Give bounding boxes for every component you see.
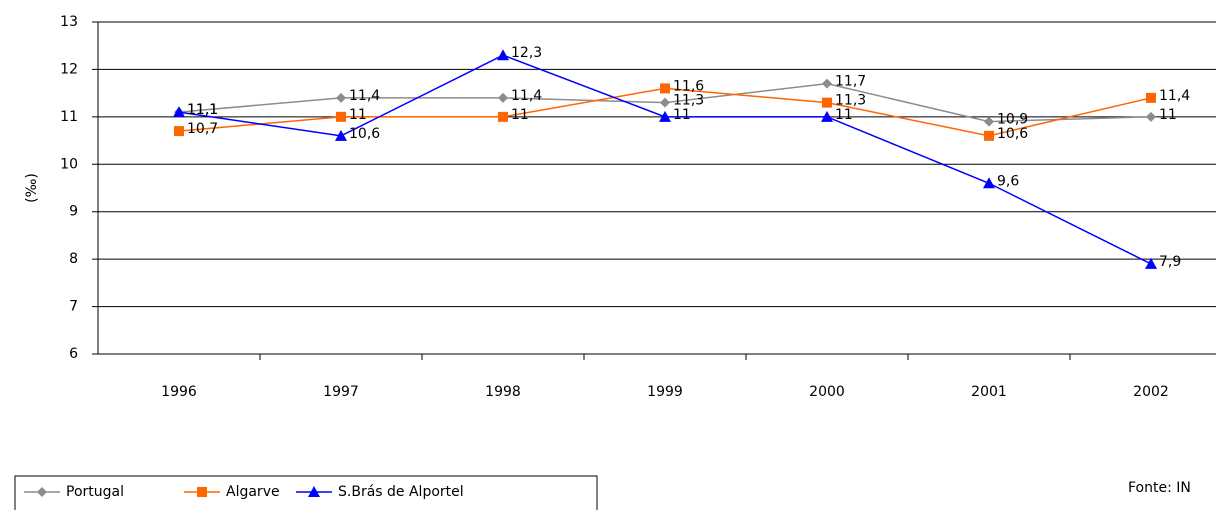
data-label: 11,4 <box>1159 88 1190 104</box>
data-label: 10,6 <box>349 126 380 142</box>
data-label: 10,7 <box>187 121 218 137</box>
data-label: 11,3 <box>835 93 866 109</box>
x-tick-label: 2002 <box>1133 384 1169 400</box>
y-tick-label: 7 <box>69 299 78 315</box>
legend-box <box>14 475 598 510</box>
point <box>173 106 185 118</box>
point <box>336 111 346 122</box>
point <box>1146 111 1156 122</box>
point <box>983 177 995 189</box>
point <box>984 116 994 127</box>
point <box>174 126 184 137</box>
point <box>197 487 207 497</box>
source-note: Fonte: IN <box>1128 480 1191 496</box>
x-tick-label: 1996 <box>161 384 197 400</box>
data-label: 11,6 <box>673 78 704 94</box>
data-label: 11,1 <box>187 102 218 118</box>
point <box>336 92 346 103</box>
data-label: 11,4 <box>349 88 380 104</box>
point <box>821 110 833 122</box>
y-tick-label: 6 <box>69 346 78 362</box>
legend-label: Algarve <box>226 484 280 500</box>
data-label: 11,3 <box>673 93 704 109</box>
legend-label: Portugal <box>66 484 124 500</box>
point <box>822 97 832 108</box>
point <box>660 97 670 108</box>
y-tick-label: 11 <box>60 109 78 125</box>
y-tick-label: 13 <box>60 14 78 30</box>
point <box>497 49 509 61</box>
data-label: 11,7 <box>835 74 866 90</box>
x-tick-label: 2000 <box>809 384 845 400</box>
point <box>308 486 320 497</box>
point <box>498 111 508 122</box>
point <box>660 83 670 94</box>
x-tick-label: 1998 <box>485 384 521 400</box>
data-label: 11,4 <box>511 88 542 104</box>
point <box>335 129 347 141</box>
data-label: 7,9 <box>1159 254 1181 270</box>
data-label: 11 <box>349 107 367 123</box>
x-tick-label: 2001 <box>971 384 1007 400</box>
legend-label: S.Brás de Alportel <box>338 484 464 500</box>
point <box>37 487 47 497</box>
data-label: 11 <box>1159 107 1177 123</box>
y-tick-label: 8 <box>69 251 78 267</box>
y-tick-label: 12 <box>60 61 78 77</box>
data-label: 11 <box>511 107 529 123</box>
point <box>1145 257 1157 269</box>
point <box>984 130 994 141</box>
data-label: 11 <box>673 107 691 123</box>
data-label: 9,6 <box>997 173 1019 189</box>
x-tick-label: 1997 <box>323 384 359 400</box>
data-label: 10,9 <box>997 112 1028 128</box>
data-label: 11 <box>835 107 853 123</box>
data-label: 10,6 <box>997 126 1028 142</box>
data-label: 12,3 <box>511 45 542 61</box>
x-tick-label: 1999 <box>647 384 683 400</box>
y-axis-label: (‰) <box>24 173 40 203</box>
point <box>1146 92 1156 103</box>
point <box>498 92 508 103</box>
y-tick-label: 10 <box>60 156 78 172</box>
point <box>822 78 832 89</box>
point <box>659 110 671 122</box>
y-tick-label: 9 <box>69 204 78 220</box>
